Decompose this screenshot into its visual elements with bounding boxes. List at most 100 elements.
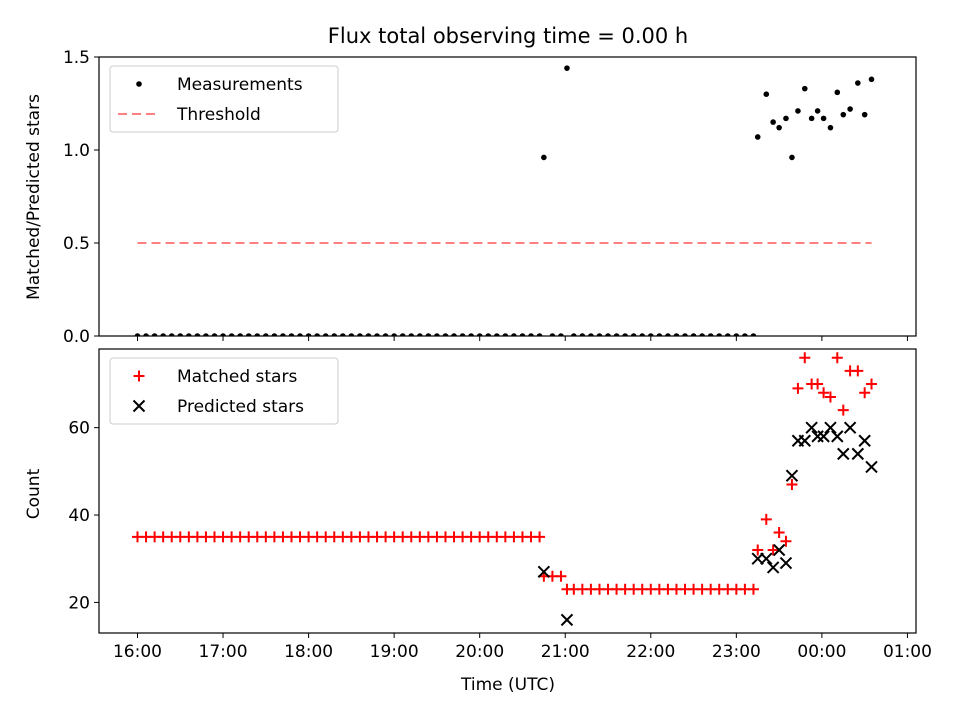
data-point — [851, 447, 865, 461]
x-tick-label: 18:00 — [284, 642, 333, 662]
data-point — [747, 583, 759, 595]
data-point — [763, 91, 770, 97]
data-point — [177, 333, 184, 336]
data-point — [817, 430, 830, 443]
data-point — [820, 115, 827, 122]
data-point — [824, 421, 837, 434]
data-point — [639, 333, 646, 336]
data-point — [564, 65, 570, 71]
data-point — [766, 561, 780, 574]
data-point — [831, 352, 843, 364]
data-point — [555, 570, 567, 582]
data-point — [865, 460, 878, 474]
data-point — [613, 333, 620, 336]
bottom-y-axis-label: Count — [24, 468, 44, 519]
data-point — [647, 333, 654, 336]
data-point — [779, 556, 793, 570]
data-point — [494, 333, 500, 336]
legend-marker — [133, 370, 145, 382]
y-tick-label: 1.0 — [63, 141, 90, 161]
data-point — [143, 333, 149, 336]
data-point — [847, 106, 853, 112]
data-point — [151, 333, 158, 336]
y-tick-label: 0.0 — [63, 327, 90, 347]
data-point — [630, 333, 637, 336]
chart-title: Flux total observing time = 0.00 h — [328, 24, 688, 48]
legend: Measurements Threshold — [109, 65, 339, 133]
data-point — [785, 469, 799, 482]
bottom-plot-area: 16:00 17:00 18:00 19:00 20:00 21:00 22:00 23:00… — [68, 348, 932, 662]
data-point — [194, 333, 201, 336]
data-point — [305, 333, 312, 336]
data-point — [331, 333, 338, 336]
data-point — [288, 333, 295, 336]
data-point — [733, 333, 740, 336]
y-tick-label: 40 — [68, 506, 90, 526]
data-point — [760, 513, 772, 525]
data-point — [742, 333, 748, 336]
data-point — [750, 333, 757, 336]
data-point — [792, 382, 804, 394]
data-point — [237, 333, 243, 336]
data-point — [656, 333, 663, 336]
legend-marker — [132, 399, 146, 413]
data-point — [859, 387, 871, 399]
data-point — [245, 333, 252, 336]
legend-marker — [136, 81, 142, 87]
data-point — [605, 333, 611, 336]
data-point — [340, 333, 346, 336]
data-point — [831, 430, 844, 443]
data-point — [134, 333, 141, 336]
data-point — [799, 352, 811, 364]
data-point — [858, 434, 871, 447]
data-point — [852, 365, 864, 377]
top-y-axis-label: Matched/Predicted stars — [24, 94, 44, 300]
legend-label: Matched stars — [177, 367, 297, 387]
data-point — [425, 333, 432, 336]
data-point — [776, 124, 782, 131]
data-point — [786, 478, 798, 490]
data-point — [263, 333, 269, 336]
data-point — [812, 378, 824, 390]
x-tick-label: 22:00 — [626, 642, 675, 662]
data-point — [682, 333, 688, 336]
data-point — [511, 333, 517, 336]
data-point — [519, 333, 526, 336]
legend-label: Predicted stars — [177, 397, 304, 417]
legend-label: Measurements — [177, 75, 303, 95]
data-point — [767, 544, 779, 556]
data-point — [228, 333, 235, 336]
data-point — [665, 333, 671, 336]
axes-frame — [98, 348, 917, 634]
top-plot-area: 0.0 0.5 1.0 1.5 Measurements Threshold — [63, 48, 917, 347]
series-matched-stars — [131, 352, 878, 595]
x-tick-label: 17:00 — [199, 642, 248, 662]
data-point — [770, 119, 776, 125]
data-point — [534, 531, 546, 543]
data-point — [843, 421, 857, 434]
data-point — [795, 108, 801, 114]
data-point — [752, 544, 764, 556]
y-tick-label: 0.5 — [63, 234, 90, 254]
data-point — [824, 391, 836, 403]
data-point — [502, 333, 509, 336]
data-point — [271, 333, 278, 336]
data-point — [805, 421, 818, 434]
data-point — [789, 154, 795, 161]
data-point — [168, 333, 175, 336]
x-tick-label: 20:00 — [455, 642, 504, 662]
data-point — [459, 333, 466, 336]
data-point — [528, 333, 534, 336]
data-point — [254, 333, 261, 336]
data-point — [442, 333, 449, 336]
data-point — [382, 333, 389, 336]
data-point — [537, 565, 551, 579]
legend: Matched stars Predicted stars — [109, 357, 339, 425]
data-point — [160, 333, 166, 336]
data-point — [699, 333, 705, 336]
legend-box — [109, 357, 339, 425]
x-tick-label: 21:00 — [541, 642, 590, 662]
data-point — [798, 434, 811, 447]
data-point — [783, 115, 789, 122]
